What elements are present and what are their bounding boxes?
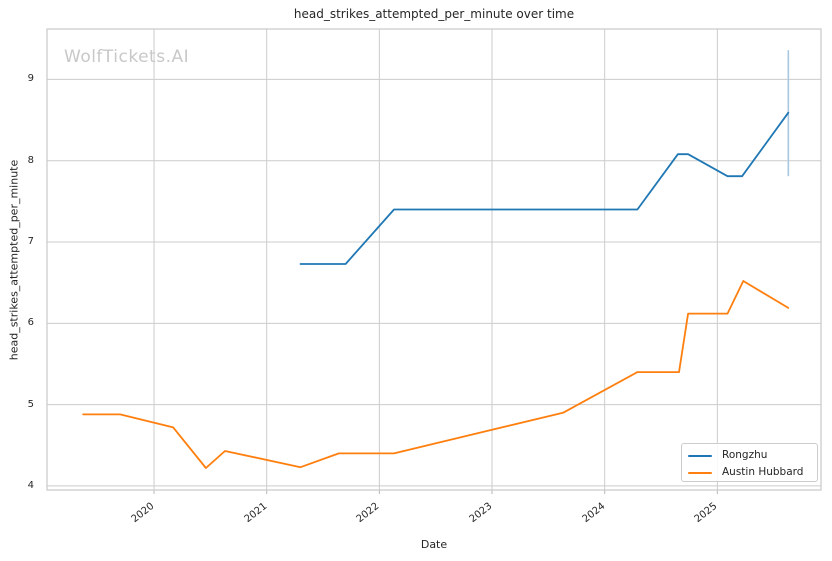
legend-line-swatch-rongzhu (688, 454, 712, 457)
legend-label-rongzhu: Rongzhu (722, 449, 768, 461)
y-axis-label: head_strikes_attempted_per_minute (7, 159, 21, 361)
y-tick-label: 8 (27, 154, 34, 166)
series-line-austin-hubbard (82, 280, 790, 469)
legend-line-swatch-austin-hubbard (688, 471, 712, 474)
legend: Rongzhu Austin Hubbard (681, 443, 818, 482)
y-tick-label: 4 (27, 479, 34, 491)
plot-border (46, 28, 822, 491)
series-line-rongzhu (299, 111, 790, 265)
x-axis-label: Date (420, 538, 448, 551)
y-tick-label: 7 (27, 236, 34, 248)
legend-item-rongzhu: Rongzhu (682, 447, 817, 464)
legend-item-austin-hubbard: Austin Hubbard (682, 464, 817, 481)
y-tick-label: 9 (27, 73, 34, 85)
chart-title: head_strikes_attempted_per_minute over t… (293, 7, 575, 21)
legend-label-austin-hubbard: Austin Hubbard (722, 466, 804, 478)
y-tick-label: 6 (27, 317, 34, 329)
watermark: WolfTickets.AI (64, 47, 190, 67)
y-tick-label: 5 (27, 398, 34, 410)
